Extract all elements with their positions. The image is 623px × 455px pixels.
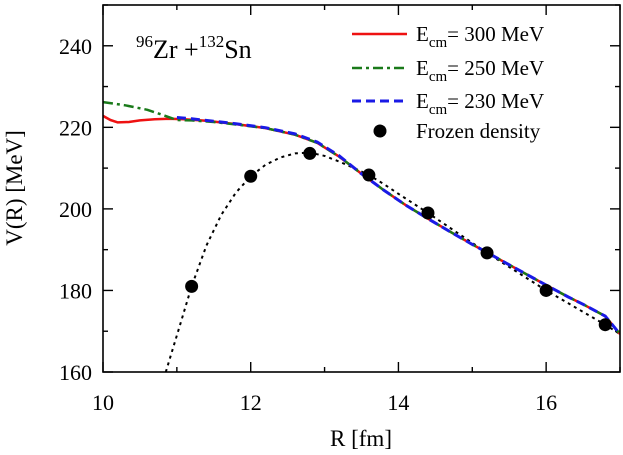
nucleus-a-element: Zr xyxy=(153,35,178,64)
frozen-density-point xyxy=(303,146,317,160)
frozen-density-point xyxy=(421,206,435,220)
frozen-density-point xyxy=(598,318,612,332)
y-tick-label: 180 xyxy=(59,278,92,303)
legend-entry-250: Ecm= 250 MeV xyxy=(416,56,544,85)
nucleus-a-mass: 96 xyxy=(136,32,153,51)
series-line-250mev xyxy=(103,100,620,335)
y-tick-label: 200 xyxy=(59,197,92,222)
y-axis-label: V(R) [MeV] xyxy=(2,130,27,246)
legend-entry-230: Ecm= 230 MeV xyxy=(416,89,544,118)
nucleus-b-mass: 132 xyxy=(199,32,225,51)
frozen-density-point xyxy=(480,246,494,260)
reaction-plus: + xyxy=(178,35,199,64)
tick-labels: 10 12 14 16 160 180 200 220 240 xyxy=(59,34,557,415)
frozen-density-fit-curve xyxy=(164,151,620,372)
y-tick-label: 240 xyxy=(59,34,92,59)
y-tick-label: 220 xyxy=(59,115,92,140)
marker-layer xyxy=(185,146,612,332)
nucleus-b-element: Sn xyxy=(224,35,251,64)
frozen-density-point xyxy=(362,168,376,182)
legend-entry-frozen: Frozen density xyxy=(416,119,541,143)
frozen-density-point xyxy=(185,279,199,293)
legend-entry-300: Ecm= 300 MeV xyxy=(416,22,544,51)
frozen-density-point xyxy=(539,283,553,297)
x-tick-label: 12 xyxy=(240,390,262,415)
x-tick-label: 10 xyxy=(92,390,114,415)
series-layer xyxy=(103,100,620,372)
legend: Ecm= 300 MeV Ecm= 250 MeV Ecm= 230 MeV F… xyxy=(352,22,544,143)
frozen-density-point xyxy=(244,169,258,183)
y-tick-label: 160 xyxy=(59,360,92,385)
legend-marker-frozen xyxy=(373,124,387,138)
plot-frame xyxy=(102,4,621,373)
series-line-300mev xyxy=(103,114,620,335)
x-tick-label: 14 xyxy=(387,390,409,415)
x-axis-label: R [fm] xyxy=(330,426,392,451)
x-tick-label: 16 xyxy=(535,390,557,415)
reaction-annotation: 96Zr +132Sn xyxy=(136,32,252,64)
series-line-230mev xyxy=(176,116,620,336)
